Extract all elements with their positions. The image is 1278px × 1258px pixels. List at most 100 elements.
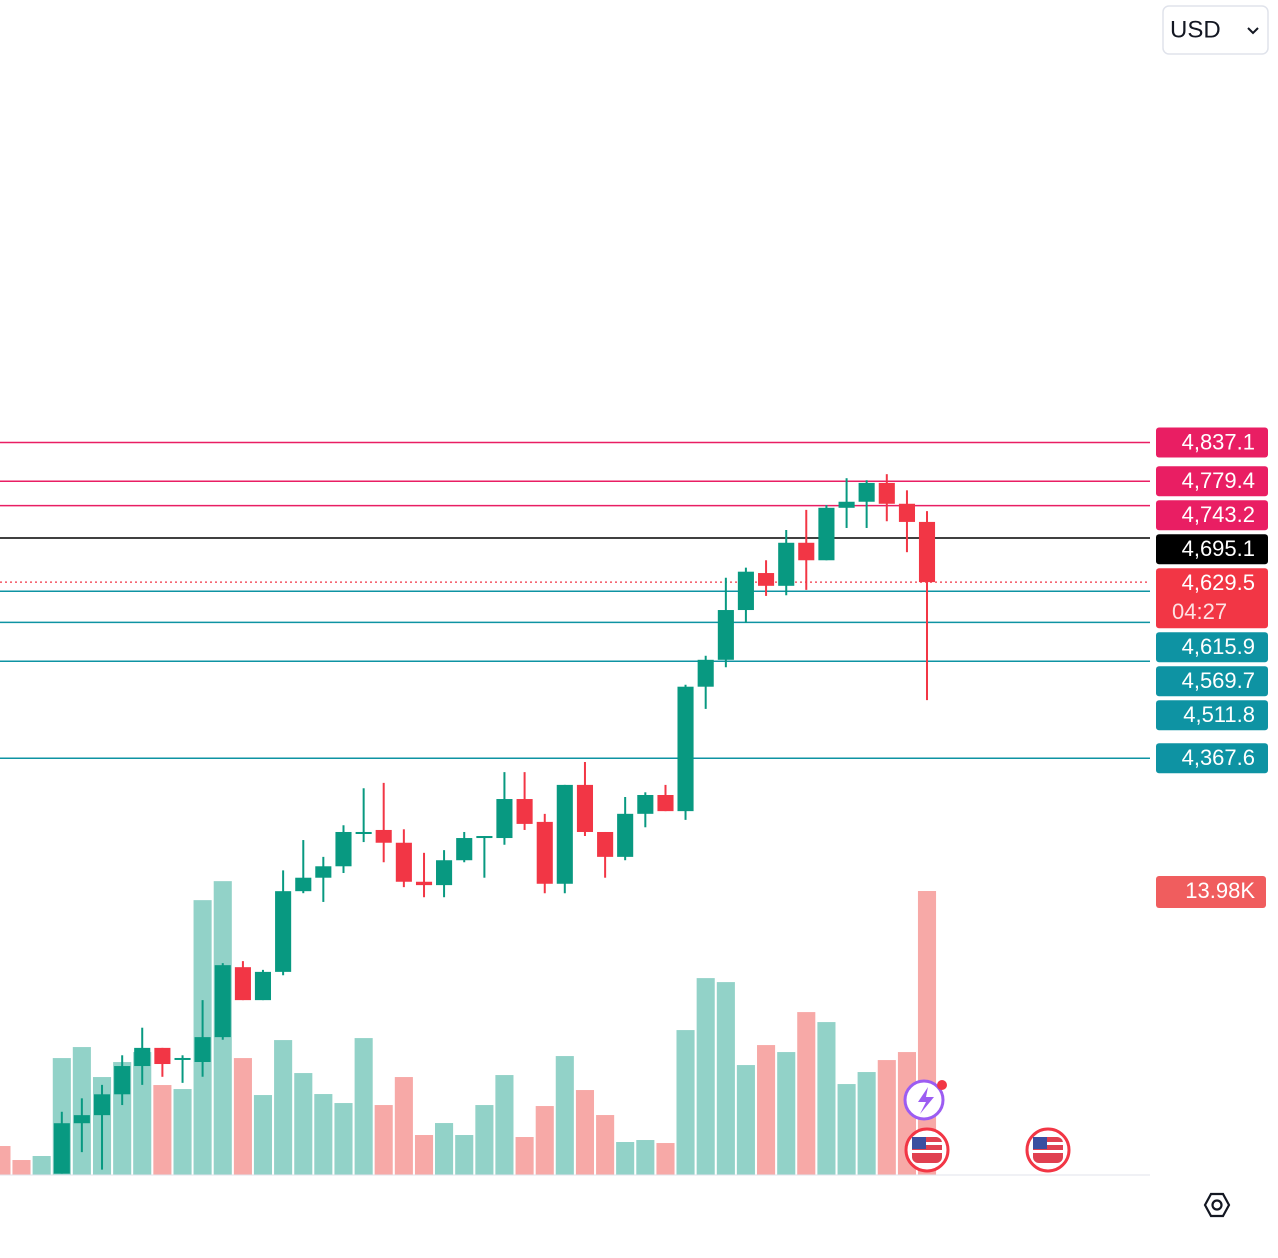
volume-bar [455, 1135, 474, 1175]
volume-bar [596, 1115, 615, 1175]
volume-bar [374, 1105, 393, 1175]
candle-body [355, 831, 372, 835]
volume-bar [676, 1030, 695, 1175]
volume-bar [12, 1160, 31, 1175]
candle-body [93, 1094, 111, 1116]
current-price-box [1156, 568, 1268, 629]
volume-bar [817, 1022, 836, 1175]
candle-body [476, 836, 493, 839]
price-labels: 4,837.1 4,779.4 4,743.2 4,695.1 4,629.5 04:27… [1156, 427, 1268, 909]
price-line-label: 4,367.6 [1182, 745, 1255, 770]
flag-stripe [912, 1150, 942, 1153]
settings-button[interactable] [1203, 1192, 1231, 1218]
flag-canton [912, 1137, 926, 1149]
candle-body [174, 1057, 191, 1060]
candle-body [134, 1047, 151, 1067]
candle-body [617, 813, 634, 857]
candle-body [858, 482, 875, 502]
volume-bar [757, 1045, 776, 1175]
candle-body [657, 794, 674, 812]
flag-stripe [1033, 1142, 1063, 1145]
candle-body [536, 821, 553, 884]
volume-bar [0, 1146, 11, 1175]
currency-text: USD [1170, 16, 1221, 43]
volume-bar [555, 1056, 574, 1175]
current-price-label: 4,629.5 [1182, 570, 1255, 595]
volume-bar [777, 1052, 796, 1175]
price-line-box [1156, 427, 1268, 458]
candle-body [778, 542, 795, 586]
candle-body [516, 799, 533, 824]
volume-bar [475, 1105, 494, 1175]
price-line-label: 4,511.8 [1183, 702, 1255, 727]
settings-icon[interactable] [1203, 1192, 1231, 1218]
candle-body [53, 1123, 70, 1174]
volume-bar [636, 1140, 655, 1175]
candle-body [415, 881, 433, 886]
flag-icon[interactable] [1025, 1127, 1071, 1173]
flag-stripe [912, 1142, 942, 1145]
candle-body [496, 799, 513, 839]
lightning-glyph [918, 1087, 934, 1114]
volume-bar [656, 1143, 675, 1175]
candle-body [436, 860, 453, 886]
volume-bar [515, 1137, 534, 1175]
volume-label-box [1156, 876, 1266, 909]
candle-body [878, 482, 895, 504]
candle-body [375, 829, 392, 843]
candle-body [73, 1115, 90, 1124]
volume-bar [495, 1075, 514, 1175]
volume-bar [857, 1072, 876, 1175]
volume-bar [696, 978, 715, 1175]
volume-bar [294, 1073, 313, 1175]
price-line-box [1156, 632, 1268, 663]
flag-stripe [1033, 1150, 1063, 1153]
volume-bar [354, 1038, 373, 1175]
plot-area [0, 441, 1150, 1175]
candle-body [335, 831, 352, 867]
price-line-label: 4,837.1 [1182, 429, 1255, 454]
candle-body [737, 571, 754, 611]
candle-body [556, 784, 573, 884]
candle-body [576, 784, 594, 832]
candle-body [597, 831, 614, 857]
volume-bar [153, 1085, 172, 1175]
currency-button[interactable] [1162, 5, 1269, 55]
volume-bar [314, 1094, 333, 1175]
dropdown-caret [1247, 27, 1259, 35]
volume-bar [173, 1089, 192, 1175]
flag-canton [1033, 1137, 1047, 1149]
event-icon[interactable] [903, 1079, 947, 1121]
candle-body [275, 891, 292, 972]
candle-body [697, 659, 714, 687]
volume-bar [133, 1052, 152, 1175]
candle-body [818, 507, 835, 561]
candle-body [194, 1037, 211, 1063]
candle-body [114, 1066, 131, 1095]
volume-bar [837, 1084, 856, 1175]
countdown-label: 04:27 [1172, 599, 1227, 624]
candle-body [395, 842, 412, 882]
volume-label: 13.98K [1185, 878, 1255, 903]
candle-body [677, 686, 694, 812]
volume-bar [233, 1058, 252, 1175]
volume-bar [736, 1065, 755, 1175]
candle-body [154, 1047, 171, 1065]
candle-body [918, 521, 936, 583]
flag-icon[interactable] [904, 1127, 950, 1173]
candle-body [214, 965, 231, 1038]
volume-bar [32, 1156, 51, 1175]
candle-body [838, 501, 855, 508]
price-line-label: 4,695.1 [1182, 536, 1255, 561]
candle-body [295, 877, 312, 892]
price-line-box [1156, 700, 1268, 731]
currency-selector[interactable]: USD [1162, 5, 1269, 55]
price-line-box [1156, 500, 1268, 531]
volume-bar [414, 1135, 434, 1175]
candle-body [898, 503, 916, 522]
settings-icon-center [1211, 1199, 1223, 1211]
volume-bar [334, 1103, 353, 1175]
volume-bar [616, 1142, 635, 1175]
price-line-box [1156, 666, 1268, 697]
